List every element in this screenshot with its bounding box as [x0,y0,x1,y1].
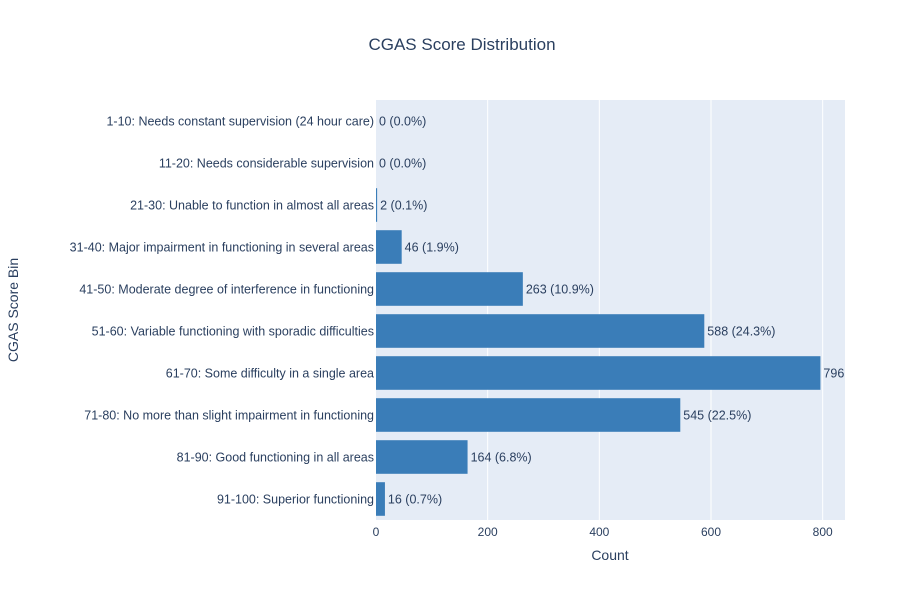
y-tick-label: 41-50: Moderate degree of interference i… [79,283,374,297]
x-tick-label: 600 [701,525,721,539]
data-label: 796 [823,367,844,381]
data-label: 545 (22.5%) [683,409,751,423]
y-tick-labels: 1-10: Needs constant supervision (24 hou… [70,115,374,507]
bar[interactable] [376,398,681,432]
y-tick-label: 81-90: Good functioning in all areas [177,451,374,465]
bar[interactable] [376,440,468,474]
y-tick-label: 21-30: Unable to function in almost all … [130,199,374,213]
y-tick-label: 31-40: Major impairment in functioning i… [70,241,374,255]
y-axis-title: CGAS Score Bin [5,258,21,362]
gridlines [487,100,824,520]
y-tick-label: 61-70: Some difficulty in a single area [166,367,374,381]
data-label: 263 (10.9%) [526,283,594,297]
y-tick-label: 1-10: Needs constant supervision (24 hou… [106,115,374,129]
y-tick-label: 11-20: Needs considerable supervision [159,157,374,171]
y-tick-label: 51-60: Variable functioning with sporadi… [92,325,374,339]
data-label: 588 (24.3%) [707,325,775,339]
data-label: 0 (0.0%) [379,115,426,129]
data-label: 0 (0.0%) [379,157,426,171]
data-label: 16 (0.7%) [388,493,442,507]
bar[interactable] [376,314,705,348]
x-tick-labels: 0 200 400 600 800 [373,525,833,539]
data-label: 2 (0.1%) [380,199,427,213]
bar[interactable] [376,272,523,306]
data-label: 46 (1.9%) [405,241,459,255]
bar[interactable] [376,230,402,264]
data-label: 164 (6.8%) [471,451,532,465]
data-labels: 0 (0.0%) 0 (0.0%) 2 (0.1%) 46 (1.9%) 263 (10… [379,115,844,507]
bar[interactable] [376,482,385,516]
chart-title: CGAS Score Distribution [368,35,555,54]
x-tick-label: 200 [478,525,498,539]
x-axis-title: Count [591,547,628,563]
bar[interactable] [376,356,821,390]
x-tick-label: 800 [813,525,833,539]
y-tick-label: 71-80: No more than slight impairment in… [84,409,374,423]
y-tick-label: 91-100: Superior functioning [217,493,374,507]
x-tick-label: 0 [373,525,380,539]
bar[interactable] [376,188,378,222]
bars [376,188,821,516]
x-tick-label: 400 [589,525,609,539]
